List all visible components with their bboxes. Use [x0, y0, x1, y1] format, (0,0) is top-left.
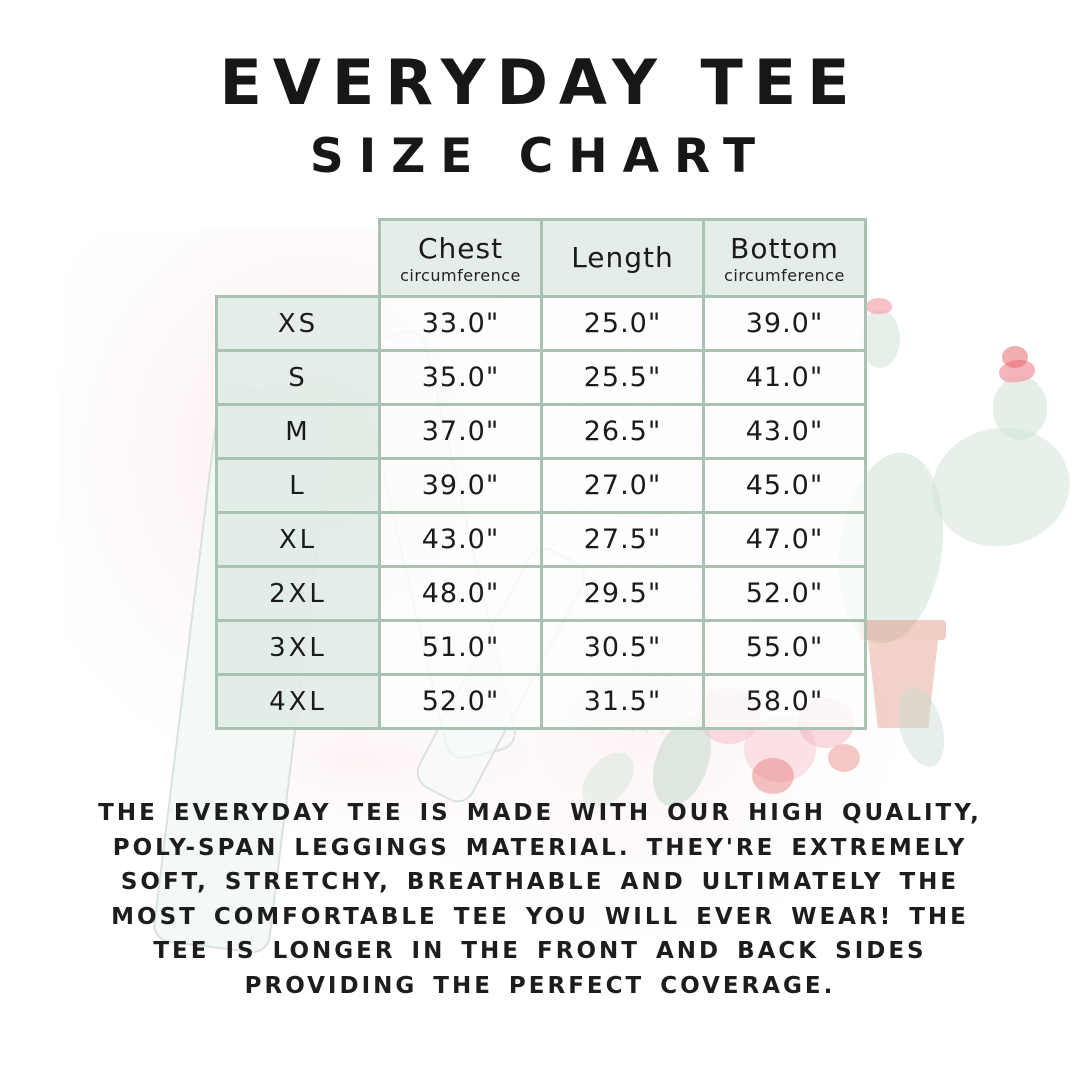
chest-value: 39.0"	[378, 457, 543, 514]
chest-value: 35.0"	[378, 349, 543, 406]
length-value: 27.0"	[540, 457, 705, 514]
column-header-bottom: Bottom circumference	[702, 218, 867, 298]
size-label: XL	[215, 511, 381, 568]
table-row: 4XL 52.0" 31.5" 58.0"	[215, 673, 867, 730]
size-label: 3XL	[215, 619, 381, 676]
size-label: S	[215, 349, 381, 406]
length-value: 26.5"	[540, 403, 705, 460]
size-label: M	[215, 403, 381, 460]
table-row: L 39.0" 27.0" 45.0"	[215, 457, 867, 514]
bottom-value: 43.0"	[702, 403, 867, 460]
length-value: 25.5"	[540, 349, 705, 406]
size-label: L	[215, 457, 381, 514]
red-flower-illustration	[1002, 346, 1028, 368]
product-description: THE EVERYDAY TEE IS MADE WITH OUR HIGH Q…	[98, 800, 982, 999]
cactus-pad-illustration	[993, 376, 1047, 440]
leaf-illustration	[889, 681, 953, 773]
page-title: EVERYDAY TEE	[219, 46, 861, 119]
bottom-value: 39.0"	[702, 295, 867, 352]
cactus-flower-illustration	[866, 298, 892, 314]
table-row: XS 33.0" 25.0" 39.0"	[215, 295, 867, 352]
table-row: 2XL 48.0" 29.5" 52.0"	[215, 565, 867, 622]
cactus-flower-illustration	[997, 357, 1037, 385]
plant-pot-rim-illustration	[860, 620, 946, 640]
title-block: EVERYDAY TEE SIZE CHART	[0, 0, 1080, 184]
column-header-label: Chest	[417, 231, 504, 265]
chest-value: 51.0"	[378, 619, 543, 676]
chest-value: 48.0"	[378, 565, 543, 622]
corner-cell	[217, 220, 380, 297]
bottom-value: 52.0"	[702, 565, 867, 622]
chest-value: 43.0"	[378, 511, 543, 568]
chest-value: 33.0"	[378, 295, 543, 352]
length-value: 29.5"	[540, 565, 705, 622]
table-row: 3XL 51.0" 30.5" 55.0"	[215, 619, 867, 676]
length-value: 31.5"	[540, 673, 705, 730]
size-label: 2XL	[215, 565, 381, 622]
bottom-value: 47.0"	[702, 511, 867, 568]
chest-value: 37.0"	[378, 403, 543, 460]
bottom-value: 58.0"	[702, 673, 867, 730]
length-value: 25.0"	[540, 295, 705, 352]
column-header-label: Bottom	[730, 231, 839, 265]
table-row: XL 43.0" 27.5" 47.0"	[215, 511, 867, 568]
bottom-value: 45.0"	[702, 457, 867, 514]
length-value: 30.5"	[540, 619, 705, 676]
column-header-sublabel: circumference	[724, 265, 845, 285]
chest-value: 52.0"	[378, 673, 543, 730]
red-bloom-illustration	[828, 744, 860, 772]
column-header-length: Length	[540, 218, 705, 298]
bottom-value: 55.0"	[702, 619, 867, 676]
size-label: XS	[215, 295, 381, 352]
page-subtitle: SIZE CHART	[309, 129, 771, 184]
plant-pot-illustration	[868, 640, 938, 728]
column-header-label: Length	[571, 241, 674, 274]
table-row: S 35.0" 25.5" 41.0"	[215, 349, 867, 406]
bottom-value: 41.0"	[702, 349, 867, 406]
size-label: 4XL	[215, 673, 381, 730]
table-row: M 37.0" 26.5" 43.0"	[215, 403, 867, 460]
column-header-chest: Chest circumference	[378, 218, 543, 298]
size-chart-table: Chest circumference Length Bottom circum…	[215, 218, 867, 730]
column-header-sublabel: circumference	[400, 265, 521, 285]
red-bloom-illustration	[752, 758, 794, 794]
header-row: Chest circumference Length Bottom circum…	[217, 218, 867, 298]
cactus-pad-illustration	[922, 416, 1080, 558]
length-value: 27.5"	[540, 511, 705, 568]
